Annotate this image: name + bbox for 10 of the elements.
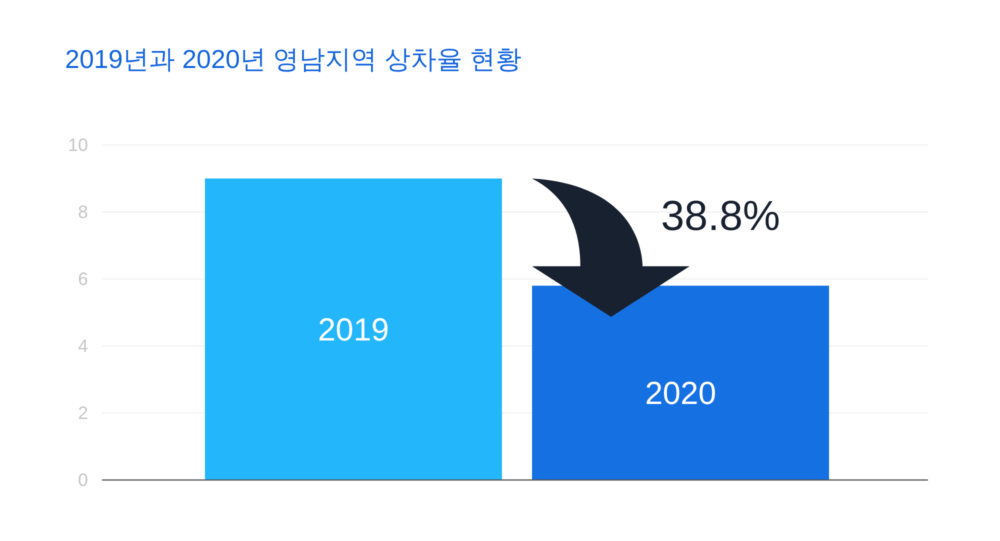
title: 2019년과 2020년 영남지역 상차율 현황: [65, 44, 522, 74]
x-tick-label: 2019: [318, 311, 390, 348]
y-tick-label: 8: [78, 202, 88, 222]
y-tick-label: 4: [78, 336, 88, 356]
annotations: 38.8%: [661, 192, 780, 239]
y-tick-label: 2: [78, 403, 88, 423]
y-tick-label: 10: [68, 135, 88, 155]
x-tick-label: 2020: [644, 374, 716, 411]
y-tick-label: 0: [78, 470, 88, 490]
y-tick-label: 6: [78, 269, 88, 289]
